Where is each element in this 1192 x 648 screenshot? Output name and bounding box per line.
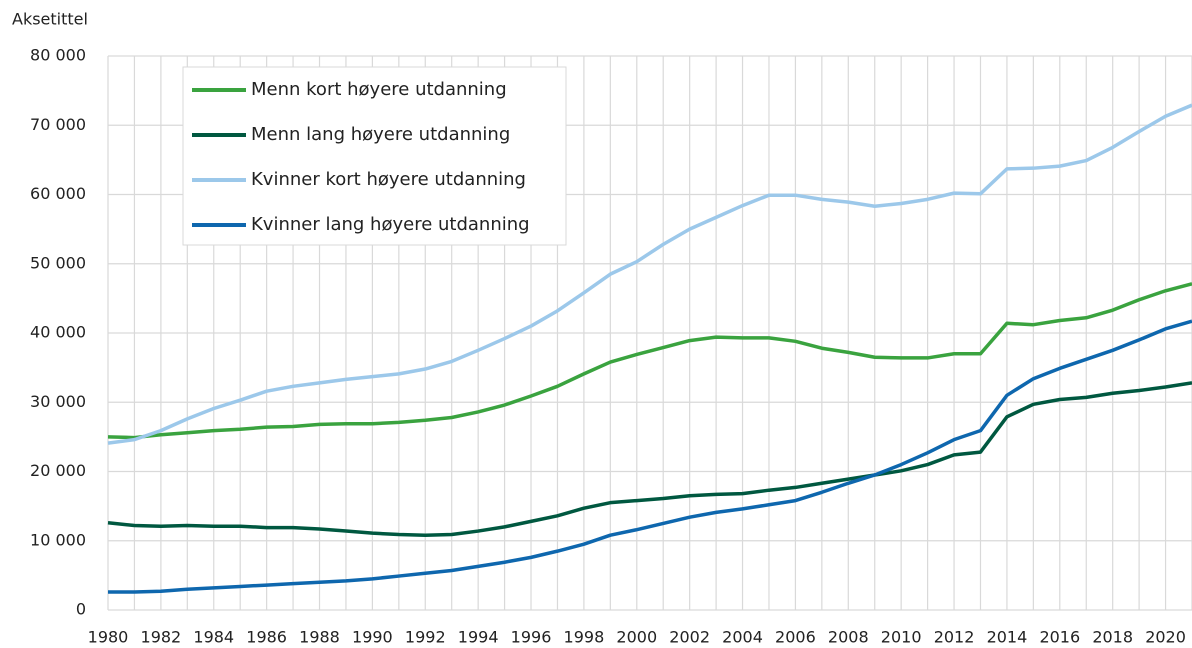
x-tick-label: 2018 [1092,628,1133,647]
y-tick-label: 10 000 [30,530,86,549]
x-tick-label: 2012 [934,628,975,647]
x-tick-label: 2008 [828,628,869,647]
legend-label: Menn lang høyere utdanning [251,124,510,145]
series-line [107,103,1192,445]
y-tick-label: 20 000 [30,461,86,480]
series-line [107,381,1192,537]
x-tick-label: 2004 [722,628,763,647]
legend: Menn kort høyere utdanning Menn lang høye… [182,66,567,246]
y-tick-label: 0 [76,600,86,619]
series-line [108,319,1192,594]
legend-label: Kvinner kort høyere utdanning [251,169,526,190]
x-tick-label: 1982 [141,628,182,647]
x-tick-label: 2006 [775,628,816,647]
y-tick-label: 50 000 [30,253,86,272]
y-tick-label: 80 000 [30,46,86,65]
y-tick-label: 60 000 [30,184,86,203]
x-tick-label: 1996 [511,628,552,647]
x-tick-label: 2020 [1145,628,1186,647]
y-tick-label: 40 000 [30,323,86,342]
x-tick-label: 1990 [352,628,393,647]
x-tick-label: 1994 [458,628,499,647]
x-tick-label: 1988 [299,628,340,647]
x-tick-label: 1984 [193,628,234,647]
x-tick-label: 1980 [88,628,129,647]
x-tick-label: 2016 [1039,628,1080,647]
legend-label: Kvinner lang høyere utdanning [251,214,530,235]
x-tick-label: 2010 [881,628,922,647]
x-tick-label: 1986 [246,628,287,647]
y-tick-label: 30 000 [30,392,86,411]
x-tick-label: 2002 [669,628,710,647]
legend-label: Menn kort høyere utdanning [251,79,507,100]
y-axis-label: Aksetittel [12,10,88,29]
x-tick-label: 2000 [616,628,657,647]
x-tick-label: 2014 [987,628,1028,647]
series-line [107,282,1192,440]
y-tick-label: 70 000 [30,115,86,134]
x-tick-label: 1992 [405,628,446,647]
legend-box [182,66,567,246]
x-tick-label: 1998 [564,628,605,647]
